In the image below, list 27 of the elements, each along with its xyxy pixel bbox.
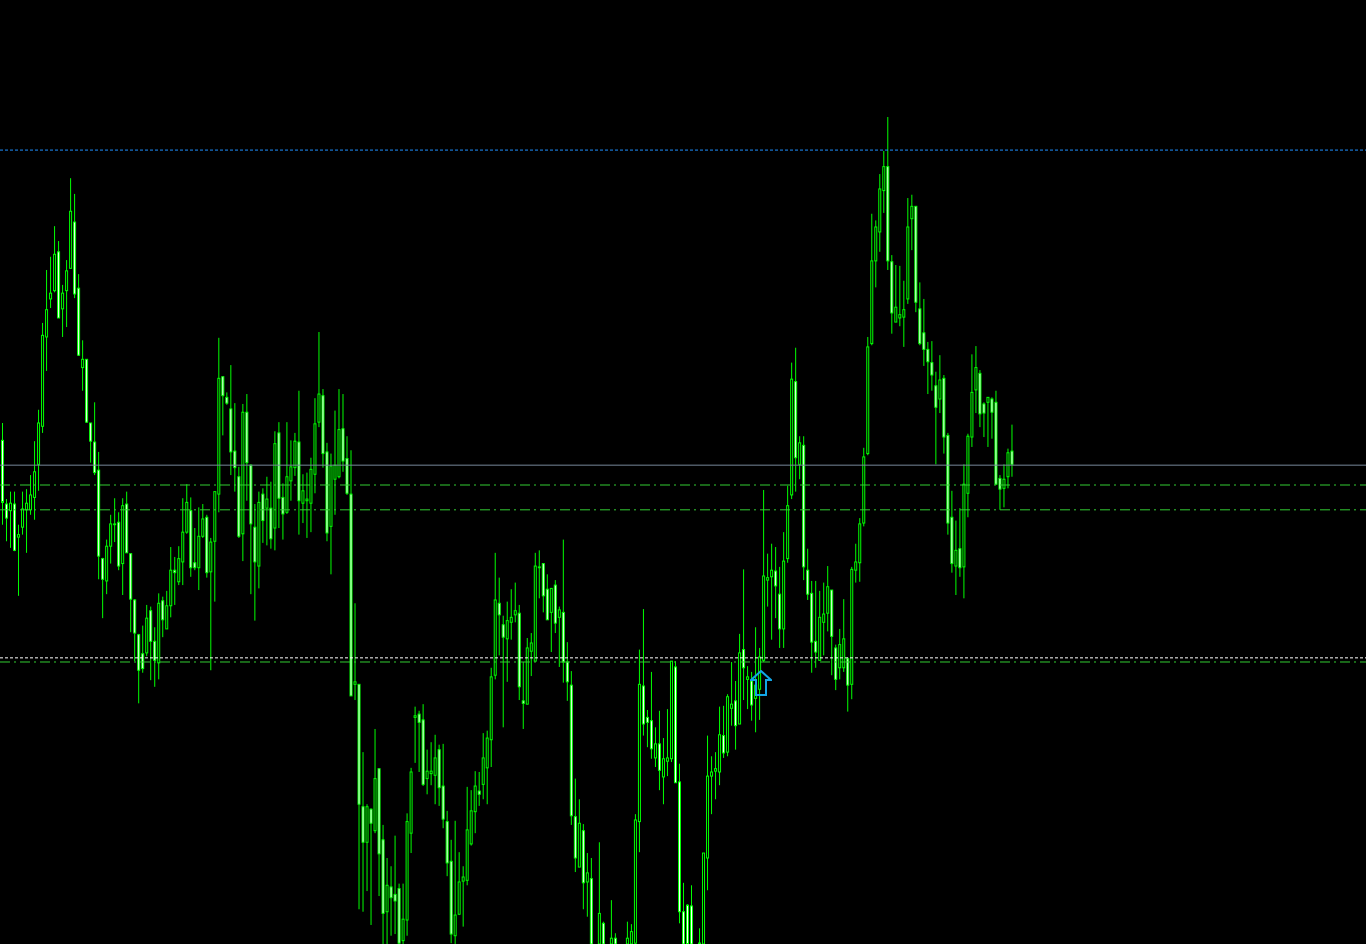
candlestick: [233, 402, 237, 493]
candlestick: [413, 706, 417, 764]
candlestick: [509, 588, 513, 641]
candlestick: [661, 737, 665, 805]
candlestick: [902, 280, 906, 348]
candlestick: [549, 587, 553, 653]
candlestick: [5, 498, 9, 542]
candlestick: [433, 734, 437, 805]
candlestick: [986, 396, 990, 448]
candlestick: [265, 476, 269, 546]
candlestick: [894, 264, 898, 323]
candlestick: [750, 671, 754, 722]
candlestick: [770, 543, 774, 641]
candlestick: [922, 298, 926, 367]
candlestick: [898, 265, 902, 327]
candlestick: [746, 665, 750, 710]
candlestick: [21, 491, 25, 536]
candlestick: [305, 472, 309, 539]
candlestick: [49, 256, 53, 309]
candlestick: [774, 546, 778, 619]
candlestick: [173, 556, 177, 606]
candlestick: [838, 628, 842, 680]
candlestick: [65, 259, 69, 328]
candlestick: [429, 741, 433, 786]
candlestick: [9, 491, 13, 549]
candlestick: [29, 474, 33, 516]
candlestick: [505, 601, 509, 683]
